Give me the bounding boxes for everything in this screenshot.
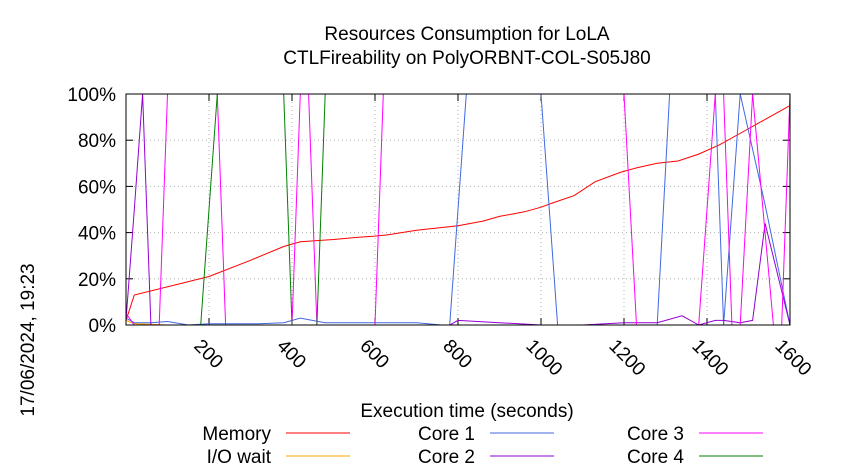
- x-tick-label: 1600: [770, 336, 815, 381]
- legend-label: Core 4: [627, 447, 684, 468]
- y-tick-label: 100%: [67, 85, 116, 106]
- legend-label: Memory: [202, 424, 271, 445]
- y-tick-label: 0%: [89, 316, 117, 337]
- x-tick-label: 600: [355, 336, 392, 373]
- y-tick-label: 20%: [78, 270, 116, 291]
- timestamp-label: 17/06/2024, 19:23: [18, 263, 39, 416]
- y-tick-label: 80%: [78, 131, 116, 152]
- legend-label: I/O wait: [207, 447, 272, 468]
- chart-subtitle: CTLFireability on PolyORBNT-COL-S05J80: [283, 48, 650, 69]
- axis-ticks: 0% 20% 40% 60% 80% 100% 200 400 600 800 1000 1200 14…: [67, 85, 815, 380]
- plot-frame: [125, 93, 791, 326]
- y-tick-label: 40%: [78, 224, 116, 245]
- x-tick-label: 400: [272, 336, 309, 373]
- legend-label: Core 2: [418, 447, 475, 468]
- x-tick-label: 1000: [521, 336, 566, 381]
- x-tick-label: 800: [438, 336, 475, 373]
- x-tick-label: 1400: [687, 336, 732, 381]
- y-tick-label: 60%: [78, 177, 116, 198]
- x-axis-label: Execution time (seconds): [360, 401, 573, 422]
- x-tick-label: 200: [189, 336, 226, 373]
- x-tick-label: 1200: [604, 336, 649, 381]
- legend-label: Core 3: [627, 424, 684, 445]
- legend-label: Core 1: [418, 424, 475, 445]
- chart-title: Resources Consumption for LoLA: [324, 24, 609, 45]
